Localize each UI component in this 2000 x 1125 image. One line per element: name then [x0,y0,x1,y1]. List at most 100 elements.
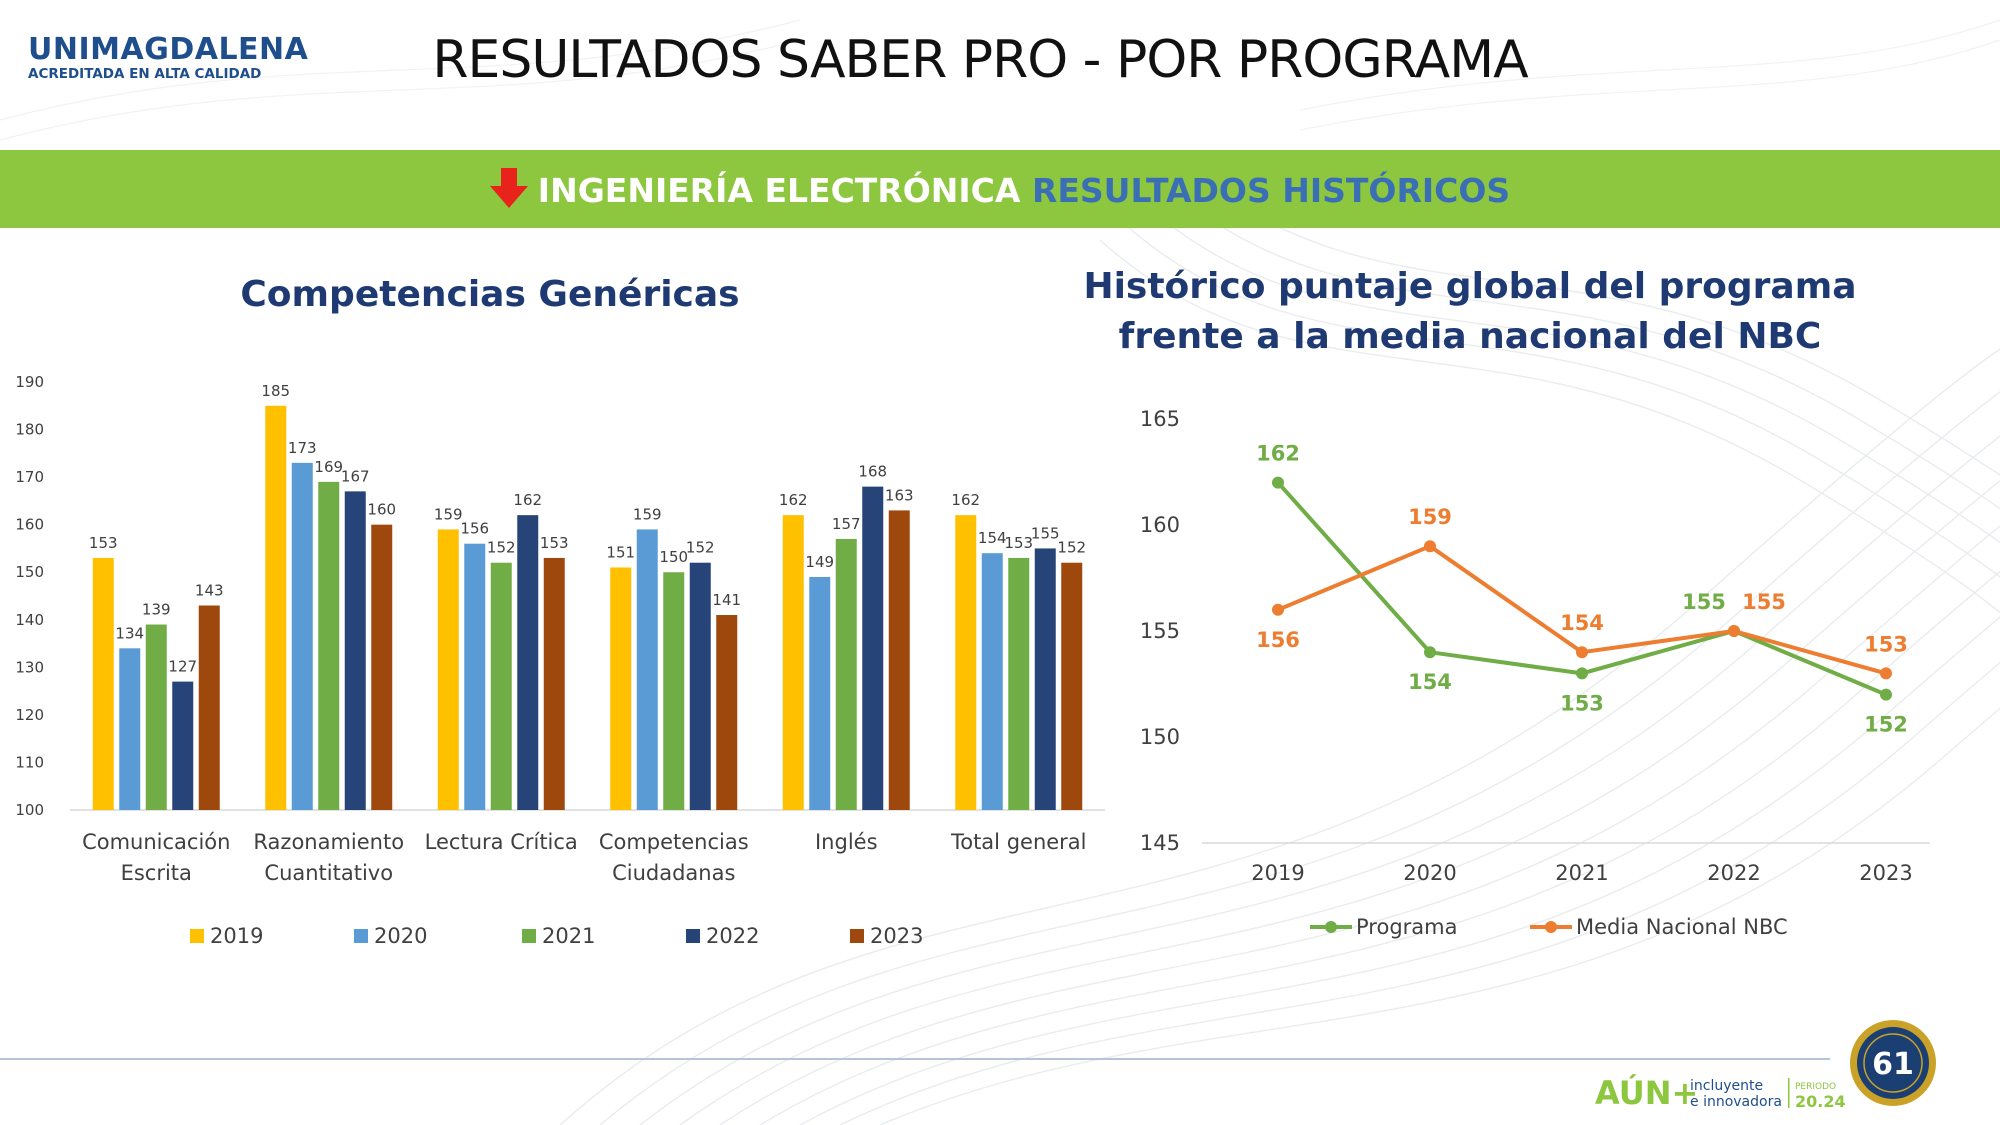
bar-2023 [371,524,393,810]
banner-subtitle: RESULTADOS HISTÓRICOS [1031,171,1511,210]
bar-data-label: 163 [885,486,914,504]
legend-label: 2021 [542,924,595,948]
legend-label: Programa [1356,915,1457,939]
legend-swatch [354,929,368,943]
down-arrow-icon [489,168,528,208]
x-category-label: Lectura Crítica [425,830,578,854]
bar-2021 [145,624,167,810]
bar-data-label: 154 [978,529,1007,547]
y-tick-label: 165 [1140,407,1180,431]
line-data-label: 154 [1408,670,1452,694]
y-tick-label: 150 [15,563,44,581]
bar-2020 [464,543,486,810]
bar-2023 [1061,562,1083,810]
line-data-label: 155 [1742,590,1786,614]
footer-divider [0,1058,1830,1060]
bar-2019 [782,515,804,810]
bar-data-label: 185 [261,382,290,400]
bar-data-label: 127 [168,658,197,676]
y-tick-label: 145 [1140,831,1180,855]
y-tick-label: 120 [15,706,44,724]
bar-data-label: 149 [805,553,834,571]
legend-label: Media Nacional NBC [1576,915,1788,939]
legend-marker [1545,921,1557,933]
bar-2020 [981,553,1003,810]
data-point [1880,667,1892,680]
program-banner [0,150,2000,228]
data-point [1424,540,1436,553]
bar-2019 [437,529,459,810]
y-tick-label: 130 [15,658,44,676]
line-chart-title-line-1: Histórico puntaje global del programa [1083,266,1857,307]
bar-data-label: 152 [1057,539,1086,557]
bar-data-label: 157 [832,515,861,533]
line-data-label: 162 [1256,442,1300,466]
bar-data-label: 160 [367,501,396,519]
anniversary-seal-icon: 61 [1850,1020,1936,1106]
bar-data-label: 153 [540,534,569,552]
bar-2021 [490,562,512,810]
bar-data-label: 156 [460,520,489,538]
y-tick-label: 180 [15,421,44,439]
bar-2023 [888,510,910,810]
legend-label: 2020 [374,924,427,948]
bar-2021 [663,572,685,810]
line-data-label: 153 [1864,632,1908,656]
bar-data-label: 152 [487,539,516,557]
bar-data-label: 167 [341,467,370,485]
data-point [1576,646,1588,659]
bar-data-label: 173 [288,439,317,457]
bar-2022 [172,681,194,810]
bar-2019 [265,405,287,810]
y-tick-label: 140 [15,611,44,629]
line-chart-title: Histórico puntaje global del programa fr… [1080,262,1860,362]
legend-swatch [522,929,536,943]
bar-2020 [636,529,658,810]
period-label: PERIODO [1795,1082,1836,1092]
bar-2022 [517,515,539,810]
bar-2019 [955,515,977,810]
x-category-label: Comunicación [82,830,230,854]
aun-brand-logo: AÚN+ incluyente e innovadora PERIODO 20.… [1595,1073,1846,1112]
x-category-label: Ciudadanas [612,861,735,885]
bar-data-label: 143 [195,582,224,600]
bar-data-label: 151 [606,543,635,561]
bar-data-label: 162 [779,491,808,509]
data-point [1728,625,1740,637]
x-category-label: Razonamiento [253,830,404,854]
x-category-label: Inglés [815,830,878,854]
bar-data-label: 152 [686,539,715,557]
x-tick-label: 2020 [1403,861,1456,885]
bar-2020 [291,462,313,810]
bar-2023 [198,605,220,810]
bar-data-label: 150 [659,548,688,566]
data-point [1880,688,1892,701]
bar-2022 [689,562,711,810]
legend-swatch [190,929,204,943]
period-value: 20.24 [1795,1092,1846,1111]
bar-2023 [716,615,738,810]
data-point [1272,603,1284,616]
banner-heading: INGENIERÍA ELECTRÓNICA RESULTADOS HISTÓR… [0,168,2000,210]
bar-2020 [809,576,831,810]
line-data-label: 155 [1682,590,1726,614]
legend-swatch [686,929,700,943]
legend-label: 2022 [706,924,759,948]
bar-chart: 100 110 120 130 140 150 160 170 180 190 153 134 139 1… [15,373,1105,948]
bar-2019 [610,567,632,810]
line-data-label: 159 [1408,505,1452,529]
bar-data-label: 141 [712,591,741,609]
line-chart: 145 150 155 160 165 2019 2020 2021 2022 2023 162 15… [1140,407,1930,939]
bar-data-label: 168 [858,463,887,481]
y-tick-label: 170 [15,468,44,486]
bar-data-label: 169 [314,458,343,476]
legend-label: 2019 [210,924,263,948]
line-data-label: 153 [1560,691,1604,715]
y-tick-label: 160 [15,516,44,534]
logo-name: UNIMAGDALENA [28,32,309,67]
x-category-label: Escrita [121,861,192,885]
page-title: RESULTADOS SABER PRO - POR PROGRAMA [432,30,1528,90]
y-tick-label: 160 [1140,513,1180,537]
bar-data-label: 134 [115,624,144,642]
